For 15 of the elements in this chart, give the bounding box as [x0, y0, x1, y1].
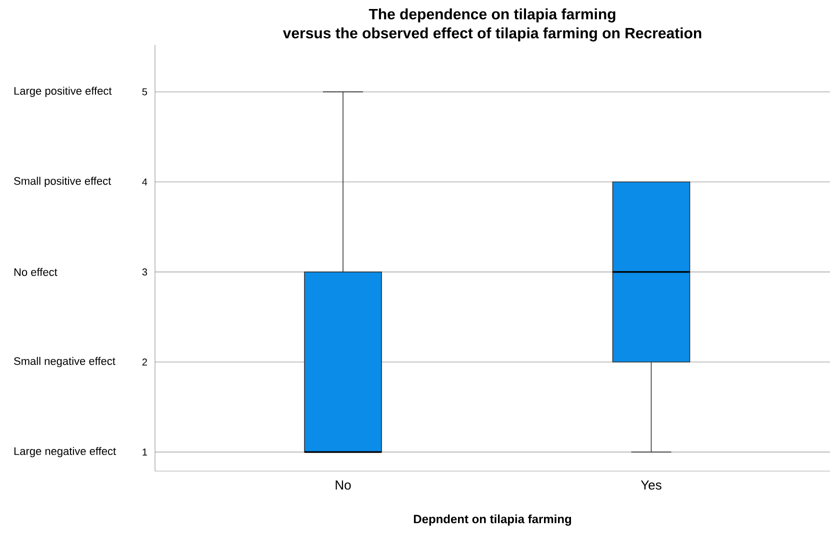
y-tick-label: 2	[142, 358, 147, 366]
text: No effect	[14, 268, 58, 276]
chart-title: The dependence on tilapia farming	[368, 8, 616, 22]
text: Small negative effect	[14, 356, 116, 368]
text: Large negative effect	[14, 446, 116, 458]
y-tick-label: 1	[142, 448, 147, 456]
y-tick-label: 3	[142, 268, 148, 276]
text: Large positive effect	[14, 86, 112, 97]
text: Small positive effect	[14, 176, 112, 188]
x-tick-label: Yes	[640, 480, 662, 490]
x-axis-title: Depndent on tilapia farming	[414, 514, 572, 526]
y-tick-label: 4	[142, 178, 148, 186]
y-tick-label: 5	[142, 88, 148, 96]
x-tick-label: No	[336, 480, 351, 490]
chart-subtitle: versus the observed effect of tilapia farming on Recreation	[282, 27, 702, 42]
